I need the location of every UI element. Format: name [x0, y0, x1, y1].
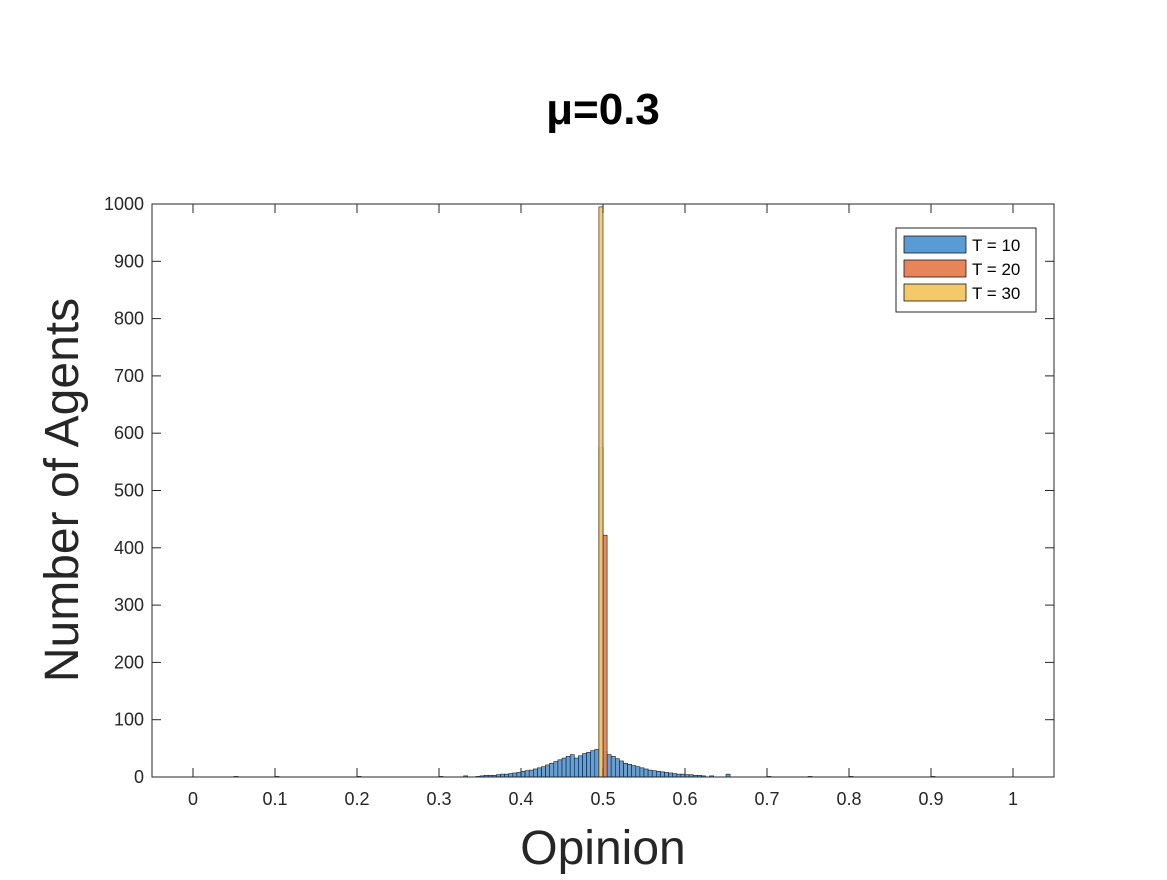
- legend-swatch: [903, 235, 967, 254]
- histogram-bar: [598, 206, 604, 778]
- legend-label: T = 10: [972, 236, 1020, 255]
- histogram-bar: [557, 759, 563, 778]
- histogram-bar: [516, 772, 522, 778]
- histogram-bar: [569, 754, 575, 778]
- y-tick-label: 600: [114, 423, 144, 443]
- histogram-bar: [635, 766, 641, 778]
- histogram-bar: [668, 772, 673, 778]
- legend-label: T = 20: [972, 260, 1020, 279]
- legend-swatch: [903, 283, 967, 302]
- histogram-bar: [565, 756, 571, 778]
- histogram-bar: [623, 762, 628, 778]
- histogram-bar: [573, 757, 579, 778]
- x-tick-label: 0.4: [508, 789, 533, 809]
- histogram-bar: [508, 773, 514, 778]
- x-axis-label: Opinion: [520, 822, 685, 875]
- histogram-bar: [590, 750, 596, 778]
- histogram-bar: [639, 767, 645, 778]
- histogram-bar: [660, 771, 665, 778]
- x-tick-label: 0.6: [672, 789, 697, 809]
- y-tick-label: 500: [114, 481, 144, 501]
- chart-title: μ=0.3: [546, 85, 660, 134]
- x-tick-label: 0: [188, 789, 198, 809]
- histogram-bar: [610, 756, 616, 778]
- histogram-bar: [520, 770, 526, 778]
- histogram-bar: [561, 757, 567, 778]
- y-tick-label: 100: [114, 710, 144, 730]
- histogram-bar: [528, 769, 534, 778]
- histogram-bar: [545, 764, 550, 778]
- y-tick-label: 300: [114, 595, 144, 615]
- histogram-bar: [651, 770, 657, 778]
- y-axis-label: Number of Agents: [36, 298, 89, 682]
- histogram-bar: [619, 760, 624, 778]
- y-tick-label: 0: [134, 767, 144, 787]
- histogram-bar: [602, 534, 608, 778]
- y-tick-label: 400: [114, 538, 144, 558]
- y-tick-label: 200: [114, 652, 144, 672]
- histogram-bar: [586, 752, 591, 778]
- histogram-bar: [537, 767, 542, 778]
- histogram-bar: [524, 770, 530, 778]
- histogram-bar: [664, 772, 669, 778]
- histogram-bar: [594, 749, 600, 778]
- histogram-bar: [672, 773, 678, 778]
- legend: T = 10 T = 20 T = 30: [895, 227, 1037, 313]
- legend-label: T = 30: [972, 284, 1020, 303]
- x-tick-label: 0.7: [754, 789, 779, 809]
- legend-swatch: [903, 259, 967, 278]
- series-1: [233, 749, 936, 778]
- ticks-layer: 0 0.1 0.2 0.3 0.4 0.5 0.6 0.7 0.8 0.9 1 0 100 200 300 4…: [104, 194, 1054, 809]
- x-tick-label: 0.3: [426, 789, 451, 809]
- x-tick-label: 0.8: [836, 789, 861, 809]
- x-tick-label: 1: [1008, 789, 1018, 809]
- histogram-bar: [582, 753, 587, 778]
- histogram-bar: [627, 764, 632, 778]
- x-tick-label: 0.1: [262, 789, 287, 809]
- x-tick-label: 0.5: [590, 789, 615, 809]
- histogram-bar: [631, 765, 637, 778]
- histogram-bar: [512, 772, 518, 778]
- histogram-bar: [643, 768, 649, 778]
- histogram-bar: [549, 762, 555, 778]
- histogram-bar: [647, 769, 653, 778]
- histogram-bar: [606, 754, 612, 778]
- histogram-bar: [614, 758, 620, 778]
- histogram-bar: [541, 766, 546, 778]
- x-tick-label: 0.2: [344, 789, 369, 809]
- y-tick-label: 800: [114, 309, 144, 329]
- x-tick-label: 0.9: [918, 789, 943, 809]
- y-tick-label: 1000: [104, 194, 144, 214]
- histogram-bar: [553, 761, 559, 778]
- y-tick-label: 900: [114, 251, 144, 271]
- histogram-bar: [578, 755, 583, 778]
- histogram-bar: [655, 770, 661, 778]
- histogram-bar: [532, 768, 538, 778]
- y-tick-label: 700: [114, 366, 144, 386]
- series-3: [598, 206, 604, 778]
